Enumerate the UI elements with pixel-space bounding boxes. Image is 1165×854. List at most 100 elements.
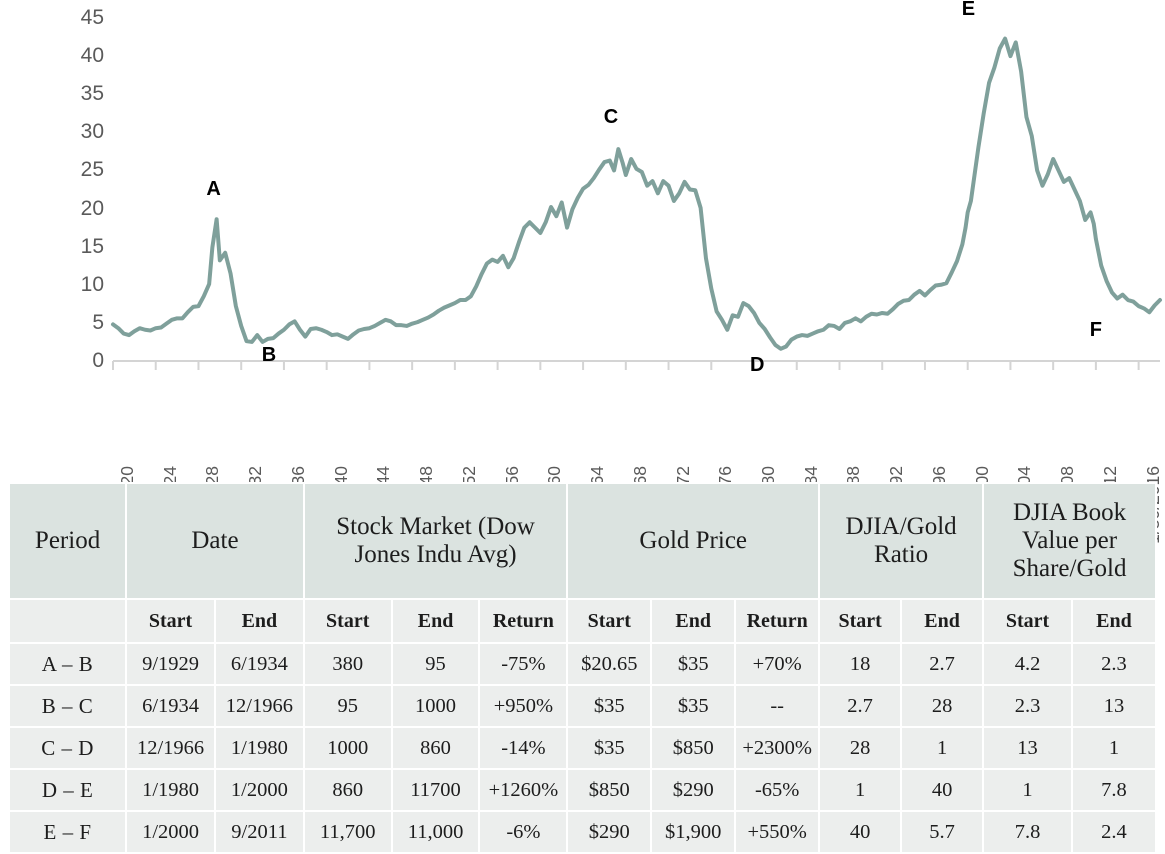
table-row: C – D 12/1966 1/1980 1000 860 -14% $35 $850 +230… [7, 726, 1158, 770]
table-column-header: Start [302, 598, 393, 644]
chart-point-label-c: C [603, 106, 619, 129]
table-cell-bv-end: 1 [1070, 726, 1158, 770]
chart-axis-group [112, 360, 1160, 370]
table-cell-date-end: 6/1934 [213, 642, 305, 686]
table-cell-gold-end: $850 [650, 726, 737, 770]
table-head: Period Date Stock Market (Dow Jones Indu A… [7, 482, 1158, 644]
table-group-header: Date [125, 482, 305, 600]
table-cell-date-start: 9/1929 [125, 642, 216, 686]
table-column-header: End [900, 598, 985, 644]
table-cell-ratio-start: 28 [818, 726, 903, 770]
table-row: D – E 1/1980 1/2000 860 11700 +1260% $850 $290-… [7, 768, 1158, 812]
table-cell-gold-start: $35 [566, 684, 653, 728]
table-group-header: Period [7, 482, 128, 600]
table-cell-ratio-start: 18 [818, 642, 903, 686]
table-cell-dow-end: 1000 [390, 684, 481, 728]
summary-table-container: Period Date Stock Market (Dow Jones Indu A… [7, 482, 1158, 854]
table-cell-dow-start: 11,700 [302, 810, 393, 854]
djia-gold-ratio-chart: 0 5 10 15 20 25 30 35 40 45 1/30/19201/30/19241/3… [0, 0, 1165, 544]
table-cell-gold-end: $35 [650, 642, 737, 686]
table-cell-dow-return: -75% [478, 642, 569, 686]
table-column-header: Start [982, 598, 1073, 644]
table-column-header: Return [734, 598, 821, 644]
table-cell-ratio-start: 2.7 [818, 684, 903, 728]
table-column-header: Start [566, 598, 653, 644]
table-cell-date-end: 9/2011 [213, 810, 305, 854]
y-axis-tick-label: 5 [92, 310, 104, 334]
x-axis-tick-labels: 1/30/19201/30/19241/30/19281/30/19321/30… [0, 366, 1165, 544]
table-cell-ratio-end: 1 [900, 726, 985, 770]
table-row: B – C 6/1934 12/1966 95 1000 +950% $35 $35 -- 2.7… [7, 684, 1158, 728]
table-cell-dow-start: 380 [302, 642, 393, 686]
table-column-header: End [1070, 598, 1158, 644]
table-column-header: End [650, 598, 737, 644]
chart-point-label-e: E [961, 0, 976, 20]
y-axis-tick-label: 20 [80, 196, 104, 220]
table-column-header: Start [125, 598, 216, 644]
y-axis-tick-label: 0 [92, 349, 104, 372]
table-cell-dow-end: 11,000 [390, 810, 481, 854]
table-cell-gold-start: $35 [566, 726, 653, 770]
table-cell-date-end: 1/1980 [213, 726, 305, 770]
bull-bear-periods-table: Period Date Stock Market (Dow Jones Indu A… [7, 482, 1158, 854]
chart-plot-area [111, 36, 1162, 370]
table-cell-dow-return: +950% [478, 684, 569, 728]
y-axis-tick-label: 30 [80, 120, 104, 144]
table-cell-bv-start: 2.3 [982, 684, 1073, 728]
chart-point-label-d: D [750, 353, 765, 376]
table-cell-ratio-end: 40 [900, 768, 985, 812]
y-axis-tick-label: 10 [80, 272, 104, 296]
table-cell-dow-return: -6% [478, 810, 569, 854]
table-cell-date-start: 12/1966 [125, 726, 216, 770]
table-cell-gold-return: -65% [734, 768, 821, 812]
table-cell-ratio-end: 5.7 [900, 810, 985, 854]
table-cell-dow-return: +1260% [478, 768, 569, 812]
table-cell-period: D – E [7, 768, 128, 812]
ratio-line-series [111, 36, 1162, 351]
table-cell-date-end: 12/1966 [213, 684, 305, 728]
table-cell-period: E – F [7, 810, 128, 854]
table-cell-ratio-start: 40 [818, 810, 903, 854]
table-body: A – B 9/1929 6/1934 380 95 -75% $20.65 $35 +70% 1… [7, 642, 1158, 854]
table-cell-ratio-end: 28 [900, 684, 985, 728]
table-group-header: DJIA Book Value per Share/Gold [982, 482, 1157, 600]
y-axis-tick-label: 25 [80, 158, 104, 182]
table-group-header: Gold Price [566, 482, 821, 600]
y-axis-tick-label: 45 [80, 6, 104, 29]
table-cell-dow-end: 11700 [390, 768, 481, 812]
table-cell-date-start: 1/1980 [125, 768, 216, 812]
table-cell-dow-start: 860 [302, 768, 393, 812]
table-column-header: End [390, 598, 481, 644]
table-cell-bv-end: 2.4 [1070, 810, 1158, 854]
chart-point-label-f: F [1089, 319, 1102, 342]
table-cell-bv-start: 1 [982, 768, 1073, 812]
table-cell-dow-end: 95 [390, 642, 481, 686]
table-cell-gold-return: +550% [734, 810, 821, 854]
table-cell-dow-end: 860 [390, 726, 481, 770]
y-axis-tick-label: 40 [80, 44, 104, 68]
table-cell-gold-end: $1,900 [650, 810, 737, 854]
x-axis-tick-marks [112, 361, 1140, 370]
table-cell-period: B – C [7, 684, 128, 728]
table-cell-period: A – B [7, 642, 128, 686]
table-row: A – B 9/1929 6/1934 380 95 -75% $20.65 $35 +70% 1… [7, 642, 1158, 686]
table-cell-gold-start: $850 [566, 768, 653, 812]
table-group-header: DJIA/Gold Ratio [818, 482, 985, 600]
table-cell-period: C – D [7, 726, 128, 770]
table-group-header: Stock Market (Dow Jones Indu Avg) [302, 482, 569, 600]
y-axis-tick-label: 35 [80, 82, 104, 106]
table-cell-gold-return: +2300% [734, 726, 821, 770]
table-cell-bv-start: 13 [982, 726, 1073, 770]
table-cell-ratio-end: 2.7 [900, 642, 985, 686]
table-cell-bv-end: 2.3 [1070, 642, 1158, 686]
table-column-header: Start [818, 598, 903, 644]
table-cell-bv-start: 4.2 [982, 642, 1073, 686]
table-cell-dow-return: -14% [478, 726, 569, 770]
table-cell-dow-start: 95 [302, 684, 393, 728]
table-cell-dow-start: 1000 [302, 726, 393, 770]
table-cell-gold-return: +70% [734, 642, 821, 686]
table-cell-gold-start: $290 [566, 810, 653, 854]
chart-point-label-b: B [261, 343, 277, 366]
table-cell-gold-end: $290 [650, 768, 737, 812]
table-cell-bv-end: 13 [1070, 684, 1158, 728]
